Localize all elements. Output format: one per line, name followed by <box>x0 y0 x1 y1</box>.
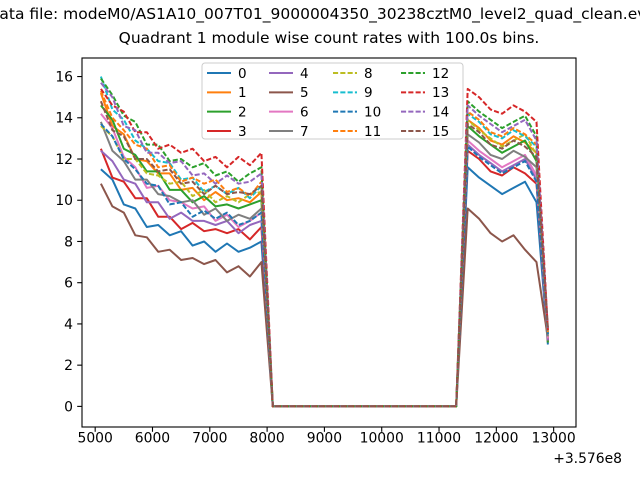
legend-label-3: 3 <box>238 124 247 140</box>
legend-label-0: 0 <box>238 66 247 82</box>
series-line-13 <box>100 87 549 408</box>
x-tick-label-13000: 13000 <box>532 431 576 447</box>
series-line-0 <box>100 166 549 408</box>
y-tick-label-2: 2 <box>64 358 73 374</box>
x-tick-label-7000: 7000 <box>192 431 227 447</box>
legend-label-10: 10 <box>364 104 381 120</box>
legend-box <box>201 62 464 140</box>
legend-label-14: 14 <box>432 104 449 120</box>
y-tick-label-16: 16 <box>55 69 73 85</box>
x-tick-label-6000: 6000 <box>135 431 170 447</box>
legend-label-11: 11 <box>364 124 381 140</box>
y-tick-label-0: 0 <box>64 399 73 415</box>
x-tick-label-12000: 12000 <box>474 431 518 447</box>
x-axis-offset-label: +3.576e8 <box>553 451 622 467</box>
series-line-7 <box>99 121 549 408</box>
x-tick-label-9000: 9000 <box>307 431 342 447</box>
legend-label-4: 4 <box>300 66 309 82</box>
chart-title: Quadrant 1 module wise count rates with … <box>118 29 540 47</box>
legend-label-15: 15 <box>432 124 449 140</box>
series-line-2 <box>100 104 549 408</box>
legend-label-6: 6 <box>300 104 309 120</box>
y-tick-label-14: 14 <box>55 111 73 127</box>
suptitle: Data file: modeM0/AS1A10_007T01_90000043… <box>0 5 640 23</box>
legend-label-8: 8 <box>364 66 373 82</box>
y-tick-label-12: 12 <box>55 152 73 168</box>
x-tick-label-5000: 5000 <box>78 431 113 447</box>
legend-label-12: 12 <box>432 66 449 82</box>
legend-label-5: 5 <box>300 85 309 101</box>
series-line-14 <box>100 82 549 408</box>
y-tick-label-8: 8 <box>64 234 73 250</box>
x-tick-label-11000: 11000 <box>417 431 461 447</box>
series-line-15 <box>99 100 549 408</box>
y-tick-label-6: 6 <box>64 276 73 292</box>
series-line-10 <box>100 123 549 408</box>
legend-label-13: 13 <box>432 85 449 101</box>
legend-label-9: 9 <box>364 85 373 101</box>
legend-label-1: 1 <box>238 85 247 101</box>
legend-label-2: 2 <box>238 104 247 120</box>
series-line-4 <box>100 143 549 408</box>
x-tick-label-8000: 8000 <box>249 431 284 447</box>
y-tick-label-4: 4 <box>64 317 73 333</box>
axes-frame <box>81 57 577 428</box>
x-tick-label-10000: 10000 <box>360 431 404 447</box>
legend-label-7: 7 <box>300 124 309 140</box>
y-tick-label-10: 10 <box>55 193 73 209</box>
